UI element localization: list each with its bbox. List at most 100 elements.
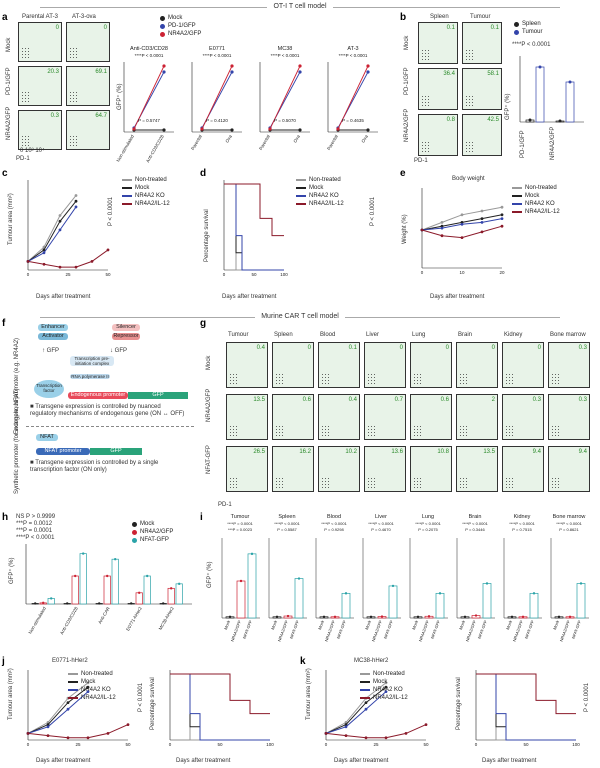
facs-plot: 0 xyxy=(66,22,110,62)
complex-label: Transcription pre-initiation complex xyxy=(70,356,114,366)
chart-j-survival: 0 50 100 xyxy=(169,670,274,747)
series-line xyxy=(27,206,77,262)
col-label: Spleen xyxy=(430,14,449,20)
x-tick: NR4A2/GFP xyxy=(418,619,430,642)
data-point xyxy=(130,602,133,605)
data-point xyxy=(366,70,370,74)
bar xyxy=(79,553,87,605)
p-value: ****P = 0.0001 xyxy=(227,521,253,526)
facs-plot: 0.1 xyxy=(418,22,458,64)
down-gfp: ↓ GFP xyxy=(110,348,128,354)
x-tick: Anti-CD3/CD28 xyxy=(59,606,79,636)
cell-dots xyxy=(69,135,79,147)
panel-letter-e: e xyxy=(400,168,406,179)
x-ticks: 0 10³ 10⁴ xyxy=(20,148,45,154)
row-label: Mock xyxy=(404,35,410,50)
data-point xyxy=(42,601,45,605)
chart-k: 0 25 50 xyxy=(324,670,429,747)
facs-plot: 0.4 xyxy=(318,394,360,440)
x-tick: Non-stimulated xyxy=(115,134,135,163)
x-tick-label: 25 xyxy=(75,742,81,747)
x-tick: Mock xyxy=(223,620,231,631)
x-tick: Mock xyxy=(458,620,466,631)
x-tick: NFAT-GFP xyxy=(289,619,300,639)
series-line xyxy=(421,225,503,239)
stat: ****P < 0.0001 xyxy=(16,535,55,541)
bullet-2: ■ Transgene expression is controlled by … xyxy=(30,460,159,473)
gate-value: 0.3 xyxy=(532,397,541,403)
data-point xyxy=(521,615,525,618)
panel-letter-c: c xyxy=(2,168,8,179)
data-point xyxy=(162,602,165,605)
cell-dots xyxy=(229,425,239,437)
facs-plot: 42.5 xyxy=(462,114,502,156)
facs-plot: 0 xyxy=(364,342,406,388)
p-value: P = 0.5587 xyxy=(277,527,297,532)
gate-value: 2 xyxy=(491,397,495,403)
legend-item: Non-treated xyxy=(525,185,557,191)
bar xyxy=(576,583,586,619)
facs-plot: 0.6 xyxy=(410,394,452,440)
bar xyxy=(435,592,445,619)
series-line xyxy=(421,214,503,231)
data-point xyxy=(391,584,395,588)
x-tick-label: 0 xyxy=(27,272,30,277)
p-value: ****P < 0.0001 xyxy=(271,53,300,58)
bar xyxy=(175,583,183,605)
gate-value: 69.1 xyxy=(95,69,107,75)
x-tick: Anti-CAR xyxy=(97,605,111,624)
gate-value: 10.8 xyxy=(437,449,449,455)
p-value: P = 0.4670 xyxy=(371,527,391,532)
surv-y-label: Percentage survival xyxy=(150,677,156,730)
x-tick-label: 10 xyxy=(459,270,465,275)
gate-value: 9.4 xyxy=(578,449,587,455)
cell-dots xyxy=(21,47,31,59)
series-line xyxy=(476,673,576,741)
col-label: Parental AT-3 xyxy=(22,14,58,20)
chart-d: 0 50 100 xyxy=(223,180,288,277)
bar xyxy=(103,575,111,605)
data-point xyxy=(286,614,290,618)
gate-value: 0.6 xyxy=(302,397,311,403)
x-axis-label: PD-1 xyxy=(16,156,30,162)
cell-dots xyxy=(551,477,561,489)
cell-dots xyxy=(421,141,431,153)
x-tick-label: 50 xyxy=(217,742,223,747)
p-value: P < 0.0001 xyxy=(138,682,144,712)
chart-title: MC38-hHer2 xyxy=(354,658,389,664)
tissue-label: Kidney xyxy=(504,332,523,338)
bar xyxy=(135,592,143,605)
x-tick: NR4A2/GFP xyxy=(512,619,524,642)
x-tick: NR4A2/GFP xyxy=(324,619,336,642)
cell-dots xyxy=(367,425,377,437)
subchart-title: Blood xyxy=(327,514,341,520)
subchart-title: Spleen xyxy=(278,514,295,520)
chart-title: Body weight xyxy=(452,176,485,182)
x-tick: NR4A2/GFP xyxy=(371,619,383,642)
series-line xyxy=(27,200,77,262)
bar xyxy=(482,583,492,619)
legend-item: NR4A2 KO xyxy=(309,193,339,199)
tissue-label: Blood xyxy=(320,332,336,338)
legend-item: NFAT-GFP xyxy=(140,537,169,543)
tissue-label: Tumour xyxy=(228,332,249,338)
facs-plot: 0.3 xyxy=(502,394,544,440)
x-axis-label: Days after treatment xyxy=(430,294,485,300)
row-label: NR4A2/GFP xyxy=(404,108,410,142)
legend-item: NR4A2/IL-12 xyxy=(309,201,344,207)
data-point xyxy=(579,582,583,585)
row-label: Mock xyxy=(6,37,12,52)
stat: NS P > 0.9999 xyxy=(16,514,56,520)
legend-item: NR4A2/IL-12 xyxy=(135,201,170,207)
cell-dots xyxy=(367,477,377,489)
cell-dots xyxy=(321,373,331,385)
data-point xyxy=(322,615,326,618)
p-value: ****P < 0.0001 xyxy=(203,53,232,58)
data-point xyxy=(558,119,562,123)
p-value: ***P = 0.0023 xyxy=(228,527,253,532)
legend-item: NR4A2 KO xyxy=(373,687,403,693)
series-line xyxy=(421,218,503,231)
subchart-title: MC38 xyxy=(278,46,293,52)
p-value: ****P < 0.0001 xyxy=(368,521,394,526)
facs-plot: 0.7 xyxy=(364,394,406,440)
